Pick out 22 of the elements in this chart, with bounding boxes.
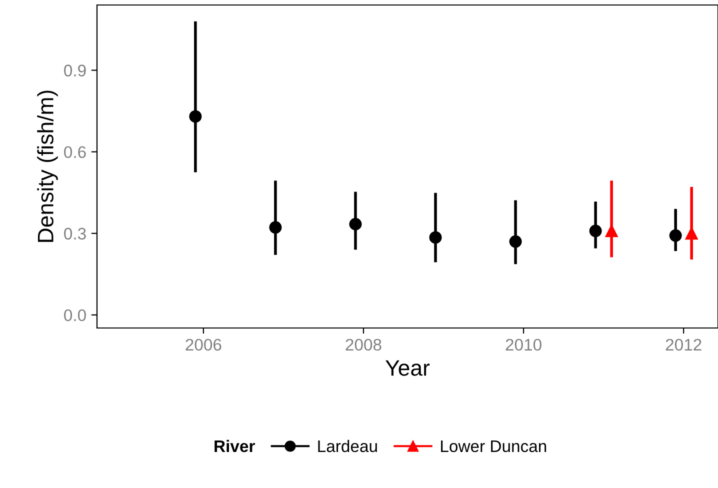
point — [669, 229, 682, 242]
y-tick-label: 0.3 — [64, 228, 86, 240]
point — [269, 221, 282, 234]
x-tick-label: 2006 — [186, 338, 222, 351]
legend-label: Lardeau — [318, 440, 377, 452]
y-tick-label: 0.6 — [64, 146, 86, 158]
y-axis-title: Density (fish/m) — [37, 90, 58, 242]
x-tick-label: 2010 — [506, 338, 542, 351]
point — [349, 218, 362, 230]
x-tick-label: 2012 — [666, 338, 702, 351]
legend-title: River — [214, 440, 255, 452]
point — [509, 235, 522, 248]
point — [685, 227, 698, 240]
point — [189, 110, 202, 123]
point — [589, 224, 602, 238]
y-tick-label: 0.9 — [64, 64, 86, 76]
point — [429, 231, 442, 244]
point — [605, 224, 618, 238]
y-tick-label: 0.0 — [64, 309, 86, 322]
legend-label: Lower Duncan — [441, 440, 546, 452]
x-tick-label: 2008 — [346, 338, 382, 351]
x-axis-title: Year — [386, 360, 430, 376]
